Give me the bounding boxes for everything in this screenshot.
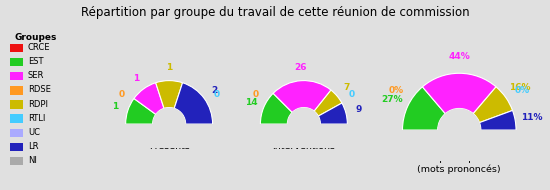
- Wedge shape: [125, 98, 156, 124]
- FancyBboxPatch shape: [10, 100, 23, 109]
- Text: 26: 26: [294, 63, 307, 72]
- Text: 0: 0: [357, 124, 363, 134]
- Wedge shape: [174, 83, 213, 124]
- Wedge shape: [134, 83, 164, 114]
- Text: 0: 0: [214, 90, 220, 99]
- Text: EST: EST: [28, 57, 43, 66]
- Text: 44%: 44%: [448, 52, 470, 61]
- Text: RDSE: RDSE: [28, 86, 51, 94]
- Wedge shape: [273, 81, 331, 112]
- Text: 11%: 11%: [521, 113, 543, 122]
- FancyBboxPatch shape: [10, 58, 23, 66]
- Text: NI: NI: [28, 156, 37, 165]
- FancyBboxPatch shape: [10, 143, 23, 151]
- Text: RDPI: RDPI: [28, 100, 48, 109]
- Wedge shape: [480, 110, 516, 130]
- Text: 0%: 0%: [514, 86, 530, 95]
- Bar: [371, 130, 547, 161]
- Text: 0%: 0%: [389, 86, 404, 95]
- Text: SER: SER: [28, 71, 44, 80]
- Text: UC: UC: [28, 128, 40, 137]
- Bar: [236, 124, 371, 148]
- Text: 9: 9: [355, 105, 362, 114]
- Text: Groupes: Groupes: [14, 33, 57, 42]
- Bar: [102, 124, 236, 148]
- Text: 0: 0: [118, 90, 124, 99]
- Wedge shape: [422, 73, 496, 114]
- Text: 0%: 0%: [378, 132, 393, 141]
- FancyBboxPatch shape: [10, 129, 23, 137]
- Wedge shape: [473, 87, 513, 123]
- FancyBboxPatch shape: [10, 157, 23, 165]
- Text: 1: 1: [166, 63, 172, 72]
- FancyBboxPatch shape: [10, 86, 23, 95]
- Wedge shape: [260, 93, 292, 124]
- Text: Répartition par groupe du travail de cette réunion de commission: Répartition par groupe du travail de cet…: [81, 6, 469, 19]
- Text: Interventions: Interventions: [272, 142, 336, 151]
- Text: 1: 1: [112, 102, 118, 111]
- Text: 1: 1: [133, 74, 139, 83]
- Text: Temps de parole
(mots prononcés): Temps de parole (mots prononcés): [417, 154, 501, 174]
- Text: RTLI: RTLI: [28, 114, 45, 123]
- Text: 0: 0: [110, 124, 116, 134]
- Text: CRCE: CRCE: [28, 43, 50, 52]
- Circle shape: [438, 108, 481, 152]
- Circle shape: [287, 108, 321, 141]
- Text: 2: 2: [212, 86, 218, 95]
- Wedge shape: [156, 81, 183, 108]
- Text: LR: LR: [28, 142, 38, 151]
- Text: 16%: 16%: [509, 83, 531, 92]
- Text: 27%: 27%: [382, 95, 403, 104]
- Text: 0%: 0%: [525, 132, 540, 141]
- Wedge shape: [314, 90, 342, 116]
- FancyBboxPatch shape: [10, 44, 23, 52]
- FancyBboxPatch shape: [10, 114, 23, 123]
- Circle shape: [152, 108, 186, 141]
- FancyBboxPatch shape: [10, 72, 23, 80]
- Text: Présents: Présents: [148, 142, 190, 151]
- Text: 14: 14: [245, 98, 258, 107]
- Text: 0: 0: [222, 124, 228, 134]
- Text: 0: 0: [349, 90, 355, 99]
- Text: 7: 7: [344, 83, 350, 92]
- Text: 0: 0: [245, 124, 251, 134]
- Wedge shape: [403, 87, 446, 130]
- Text: 0: 0: [253, 90, 259, 99]
- Wedge shape: [318, 103, 348, 124]
